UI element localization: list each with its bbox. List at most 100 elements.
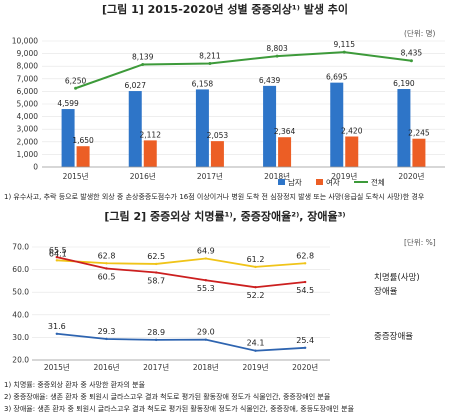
chart1-total-point <box>409 59 413 63</box>
chart1-data-label: 1,650 <box>72 136 94 145</box>
chart2-point-severe <box>55 332 59 335</box>
chart2-point-fatality <box>303 280 307 284</box>
chart2-point-fatality <box>204 279 208 282</box>
chart1-ytick-label: 0 <box>33 163 38 172</box>
chart1-total-label: 8,803 <box>266 44 288 53</box>
chart2-line-disability <box>56 257 306 268</box>
chart1-total-label: 8,139 <box>132 52 154 61</box>
chart1-ytick-label: 4,000 <box>17 112 39 121</box>
chart2-point-fatality <box>254 286 257 289</box>
chart1-bar-male <box>195 89 209 167</box>
chart1-unit: (단위: 명) <box>404 29 436 38</box>
chart1-bar-male <box>330 82 344 167</box>
chart1-bar-female <box>143 140 157 167</box>
chart1-bar-male <box>128 91 142 167</box>
chart2-data-label-disability: 64.1 <box>49 249 67 258</box>
chart2-data-label-fatality: 58.7 <box>147 277 165 286</box>
chart1-ytick-label: 7,000 <box>17 74 39 83</box>
chart1-bar-male <box>263 85 277 167</box>
chart1-total-point <box>208 62 212 66</box>
chart2-xtick-label: 2018년 <box>193 362 219 372</box>
chart1-xtick-label: 2020년 <box>398 171 424 181</box>
chart2-unit: [단위: %] <box>404 238 436 247</box>
chart2-point-severe <box>303 346 307 349</box>
chart1-data-label: 6,439 <box>259 76 281 85</box>
chart2-title: [그림 2] 중증외상 치명률¹⁾, 중증장애율²⁾, 장애율³⁾ <box>104 210 346 223</box>
chart1-legend-swatch <box>316 179 323 185</box>
chart2-series-name-severe: 중증장애율 <box>374 331 413 342</box>
chart2-data-label-disability: 61.2 <box>247 255 265 264</box>
chart1-data-label: 2,420 <box>341 127 363 136</box>
chart1-data-label: 6,695 <box>326 73 348 82</box>
chart2-data-label-severe: 29.3 <box>98 327 116 336</box>
chart1-legend-swatch <box>278 179 285 185</box>
chart1-total-line <box>75 51 412 90</box>
chart2-point-disability <box>204 257 208 260</box>
chart1-bar-female <box>76 146 90 167</box>
chart1-data-label: 2,053 <box>207 131 229 140</box>
chart1-xtick-label: 2019년 <box>331 171 357 181</box>
chart2-data-label-fatality: 65.5 <box>49 246 67 255</box>
chart2-point-disability <box>254 265 257 269</box>
chart1-total-point <box>74 86 78 90</box>
chart1-bar-female <box>278 137 292 167</box>
chart2-point-severe <box>154 338 158 342</box>
chart1-ytick-label: 2,000 <box>17 137 39 146</box>
chart2-ytick-label: 30.0 <box>12 333 29 342</box>
chart2-plot: 64.1 62.8 62.5 64.9 61.2 62.8 65.5 60.5 58.7 55.3… <box>12 243 420 373</box>
chart1-bar-male <box>397 89 411 167</box>
chart2-data-label-fatality: 60.5 <box>98 272 116 281</box>
chart1-ytick-label: 6,000 <box>17 87 39 96</box>
chart1-ytick-label: 3,000 <box>17 125 39 134</box>
chart1-legend-label: 여자 <box>326 177 340 187</box>
chart1-legend-label: 전체 <box>371 177 385 187</box>
chart2-xtick-label: 2019년 <box>243 362 269 372</box>
chart2-point-fatality <box>154 271 158 274</box>
chart2-line-severe <box>56 332 306 352</box>
chart1-data-label: 6,190 <box>393 79 415 88</box>
chart1-total-point <box>141 62 145 66</box>
chart2-data-label-fatality: 52.2 <box>247 291 265 300</box>
chart2-data-label-disability: 62.8 <box>98 251 116 260</box>
chart1-ytick-label: 10,000 <box>12 37 38 46</box>
chart2-data-label-disability: 62.8 <box>296 251 314 260</box>
chart1-bar-female <box>412 138 426 167</box>
chart2-ytick-label: 50.0 <box>12 288 29 297</box>
chart1-total-label: 9,115 <box>334 40 356 49</box>
chart1-total-label: 6,250 <box>65 76 87 85</box>
chart1-bar-female <box>210 141 224 167</box>
chart2-footnote-1: 1) 치명률: 중증외상 환자 중 사망한 환자의 분율 <box>4 381 146 389</box>
chart2-xtick-label: 2016년 <box>94 362 120 372</box>
chart2-data-label-fatality: 54.5 <box>296 286 314 295</box>
chart2-point-disability <box>154 262 158 266</box>
chart2-point-disability <box>105 262 108 265</box>
chart2-xtick-label: 2017년 <box>143 362 169 372</box>
chart1-total-label: 8,435 <box>401 49 423 58</box>
chart2-point-fatality <box>55 255 59 259</box>
chart2-data-label-severe: 25.4 <box>296 336 314 345</box>
chart1-xtick-label: 2017년 <box>197 171 223 181</box>
chart2-ytick-label: 40.0 <box>12 310 29 319</box>
chart2-line-fatality <box>56 256 306 289</box>
chart2-xtick-label: 2015년 <box>44 362 70 372</box>
chart2-footnote-2: 2) 중증장애율: 생존 환자 중 퇴원시 글라스고우 결과 척도로 평가된 활… <box>4 393 331 401</box>
chart1-total-label: 8,211 <box>199 52 221 61</box>
chart2-series-name-disability: 장애율 <box>374 286 398 297</box>
chart1-legend-label: 남자 <box>288 178 302 187</box>
chart1-data-label: 2,364 <box>274 127 296 136</box>
chart1-bar-male <box>61 109 75 167</box>
chart1-data-label: 2,245 <box>408 129 430 138</box>
chart1-ytick-label: 9,000 <box>17 49 39 58</box>
chart1-data-label: 6,158 <box>192 79 214 88</box>
chart1-xtick-label: 2016년 <box>130 171 156 181</box>
chart2-data-label-severe: 28.9 <box>147 328 165 337</box>
chart2-data-label-severe: 31.6 <box>48 322 66 331</box>
chart1-plot: 4,599 6,027 6,158 6,439 6,695 6,190 1,650 2,112… <box>12 37 445 187</box>
chart2-data-label-severe: 24.1 <box>247 339 265 348</box>
chart2-series-name-fatality: 치명률(사망) <box>374 272 420 283</box>
chart2-data-label-fatality: 55.3 <box>197 284 215 293</box>
chart1-total-point <box>275 54 279 58</box>
chart2-data-label-severe: 29.0 <box>197 328 215 337</box>
chart2-point-disability <box>55 259 59 262</box>
chart1-ytick-label: 1,000 <box>17 150 39 159</box>
